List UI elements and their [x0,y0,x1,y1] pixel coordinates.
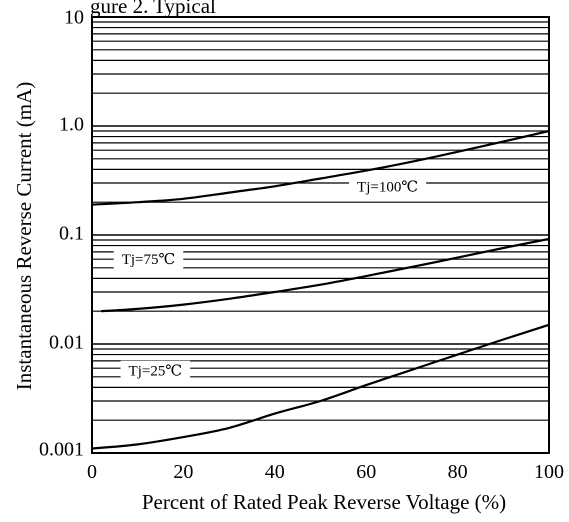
chart-title: gure 2. Typical [90,0,216,18]
x-tick-label: 0 [87,461,97,483]
tick-labels: 0 20 40 60 80 100 0.001 0.01 0.1 1.0 10 [39,7,564,483]
series-label-background [349,176,427,199]
x-tick-label: 60 [356,461,376,483]
y-tick-label: 0.001 [39,439,84,461]
y-tick-label: 10 [64,7,84,29]
plot-frame [91,16,550,454]
series-label-background [113,249,184,272]
y-tick-label: 0.01 [49,332,84,354]
series-labels: Tj=100℃ Tj=75℃ Tj=25℃ [113,176,427,383]
x-tick-label: 100 [534,461,564,483]
y-tick-label: 1.0 [59,114,84,136]
grid-lines [92,21,549,454]
series-curves [91,129,550,450]
x-tick-label: 80 [448,461,468,483]
series-label-0: Tj=100℃ [357,179,418,195]
x-tick-label: 40 [265,461,285,483]
series-label-2: Tj=25℃ [129,364,183,380]
y-tick-label: 0.1 [59,223,84,245]
series-line-2 [91,323,550,450]
series-label-1: Tj=75℃ [122,252,176,268]
series-line-0 [91,129,550,206]
x-axis-title: Percent of Rated Peak Reverse Voltage (%… [142,490,506,514]
x-tick-label: 20 [173,461,193,483]
series-label-background [120,360,191,383]
y-axis-title: Instantaneous Reverse Current (mA) [12,82,36,391]
series-line-1 [101,237,550,313]
